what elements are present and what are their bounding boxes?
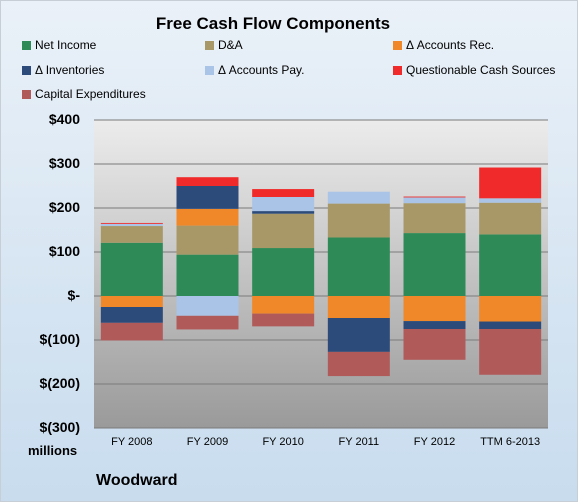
- bar-segment: [479, 202, 542, 235]
- legend-swatch: [205, 65, 214, 75]
- legend-item: Net Income: [22, 38, 96, 52]
- bar-segment: [327, 191, 390, 204]
- bar-segment: [479, 329, 542, 375]
- bar-segment: [327, 203, 390, 238]
- legend-label: Δ Accounts Pay.: [218, 63, 305, 77]
- legend-swatch: [22, 89, 31, 99]
- legend-item: D&A: [205, 38, 243, 52]
- bar-segment: [252, 211, 315, 214]
- bar-segment: [479, 234, 542, 296]
- y-tick-label: $200: [48, 199, 80, 215]
- bar-segment: [479, 198, 542, 203]
- y-tick-label: $(100): [39, 331, 80, 347]
- bar-segment: [252, 189, 315, 197]
- legend-label: Capital Expenditures: [35, 87, 146, 101]
- bar-segment: [479, 321, 542, 329]
- bar-segment: [176, 208, 239, 226]
- plot-background: [94, 120, 548, 428]
- legend-label: Net Income: [35, 38, 97, 52]
- bar-segment: [327, 351, 390, 377]
- bar-segment: [100, 242, 163, 296]
- legend-swatch: [393, 40, 402, 50]
- company-name: Woodward: [96, 472, 178, 489]
- legend-label: Δ Inventories: [35, 63, 105, 77]
- x-tick-label: FY 2009: [186, 436, 229, 448]
- unit-label: millions: [28, 443, 78, 458]
- bar-segment: [100, 322, 163, 341]
- legend-swatch: [205, 40, 214, 50]
- legend-label: Δ Accounts Rec.: [406, 38, 495, 52]
- bar-segment: [403, 203, 466, 234]
- bar-segment: [403, 321, 466, 329]
- y-tick-label: $100: [48, 243, 80, 259]
- chart-title: Free Cash Flow Components: [155, 14, 391, 33]
- bar-segment: [252, 197, 315, 212]
- legend-swatch: [22, 65, 31, 75]
- y-tick-label: $(300): [39, 419, 80, 435]
- bar-segment: [403, 197, 466, 204]
- y-tick-label: $(200): [39, 375, 80, 391]
- bar-segment: [176, 254, 239, 296]
- x-tick-label: FY 2008: [111, 436, 153, 448]
- bar-segment: [252, 296, 315, 314]
- bar-segment: [252, 248, 315, 296]
- bar-segment: [100, 226, 163, 243]
- bar-segment: [327, 318, 390, 352]
- bar-segment: [327, 296, 390, 318]
- bar-segment: [176, 315, 239, 330]
- bar-segment: [403, 196, 466, 198]
- legend-item: Δ Inventories: [22, 63, 104, 77]
- bar-segment: [176, 186, 239, 209]
- x-tick-label: TTM 6-2013: [480, 436, 541, 448]
- bar-segment: [479, 167, 542, 199]
- bar-segment: [176, 177, 239, 186]
- bar-segment: [176, 296, 239, 316]
- bar-segment: [252, 313, 315, 327]
- legend-label: Questionable Cash Sources: [406, 63, 556, 77]
- bar-segment: [403, 296, 466, 322]
- y-tick-label: $400: [48, 111, 80, 127]
- bar-segment: [100, 307, 163, 323]
- bar-segment: [100, 223, 163, 227]
- bar-segment: [176, 225, 239, 255]
- bar-segment: [479, 296, 542, 322]
- x-tick-label: FY 2010: [262, 436, 304, 448]
- legend-item: Questionable Cash Sources: [393, 63, 555, 77]
- legend-label: D&A: [218, 38, 243, 52]
- bar-segment: [403, 329, 466, 360]
- x-tick-label: FY 2012: [413, 436, 456, 448]
- y-tick-label: $300: [48, 155, 80, 171]
- legend-swatch: [22, 40, 31, 50]
- bar-segment: [100, 296, 163, 307]
- x-tick-label: FY 2011: [338, 436, 380, 448]
- bar-segment: [403, 233, 466, 296]
- legend-swatch: [393, 65, 402, 75]
- bar-segment: [252, 213, 315, 249]
- bar-segment: [100, 222, 163, 224]
- legend-item: Capital Expenditures: [22, 87, 146, 101]
- bar-segment: [327, 237, 390, 296]
- legend-item: Δ Accounts Pay.: [205, 63, 305, 77]
- legend-item: Δ Accounts Rec.: [393, 38, 494, 52]
- y-tick-label: $-: [67, 287, 80, 303]
